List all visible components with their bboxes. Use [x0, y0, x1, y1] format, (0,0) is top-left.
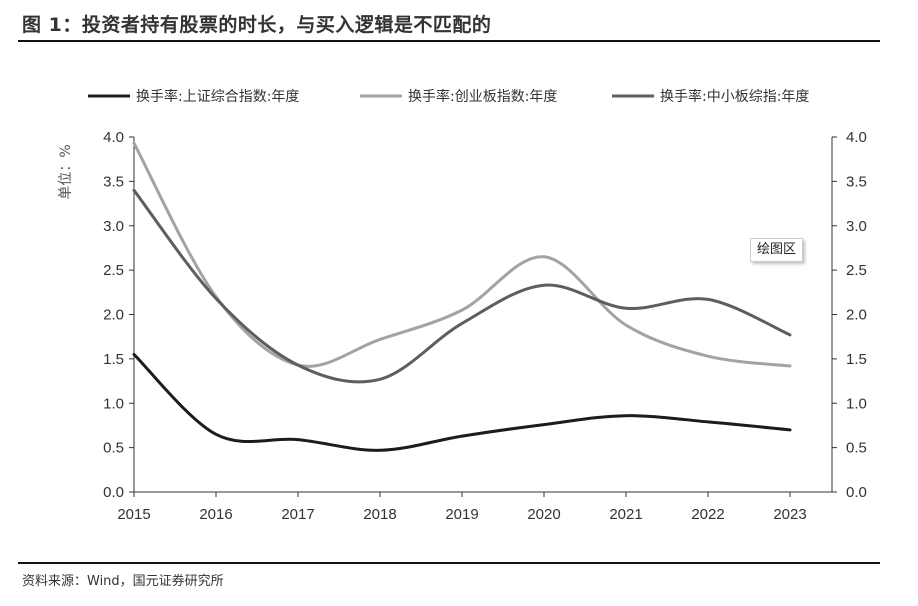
y-tick-label: 3.0 — [103, 218, 124, 235]
x-tick-label: 2016 — [199, 506, 232, 523]
y-right-tick-label: 1.5 — [846, 351, 867, 368]
series-line-1 — [132, 352, 792, 452]
x-tick-label: 2021 — [609, 506, 642, 523]
x-tick-label: 2019 — [445, 506, 478, 523]
bottom-rule — [18, 562, 880, 564]
chart-legend: 换手率:上证综合指数:年度 换手率:创业板指数:年度 换手率:中小板综指:年度 — [88, 88, 809, 105]
x-tick-label: 2015 — [117, 506, 150, 523]
x-tick-label: 2018 — [363, 506, 396, 523]
x-tick-label: 2022 — [691, 506, 724, 523]
y-right-tick-label: 0.0 — [846, 484, 867, 501]
y-tick-label: 0.0 — [103, 484, 124, 501]
y-right-tick-label: 1.0 — [846, 395, 867, 412]
x-tick-label: 2017 — [281, 506, 314, 523]
y-tick-label: 4.0 — [103, 129, 124, 146]
y-right-tick-label: 3.5 — [846, 173, 867, 190]
y-right-tick-label: 2.5 — [846, 262, 867, 279]
y-axis-unit-label: 单位：% — [58, 144, 74, 199]
series-line-3 — [132, 188, 792, 384]
legend-label: 换手率:创业板指数:年度 — [408, 88, 557, 105]
y-tick-label: 2.0 — [103, 307, 124, 324]
y-right-tick-label: 0.5 — [846, 440, 867, 457]
y-tick-label: 1.5 — [103, 351, 124, 368]
y-tick-label: 1.0 — [103, 395, 124, 412]
x-tick-label: 2023 — [773, 506, 806, 523]
chart-series — [132, 141, 792, 452]
plot-area-tag: 绘图区 — [750, 238, 804, 262]
legend-label: 换手率:上证综合指数:年度 — [136, 88, 299, 105]
chart-axes: 0.0 0.5 1.0 1.5 2.0 2.5 3.0 3.5 4.0 0.0 0.5 1.0 1.5 2… — [103, 129, 867, 523]
top-rule — [18, 40, 880, 42]
y-tick-label: 2.5 — [103, 262, 124, 279]
y-right-tick-label: 4.0 — [846, 129, 867, 146]
y-right-tick-label: 2.0 — [846, 307, 867, 324]
x-tick-label: 2020 — [527, 506, 560, 523]
source-note: 资料来源：Wind，国元证券研究所 — [22, 574, 224, 589]
figure-title: 图 1：投资者持有股票的时长，与买入逻辑是不匹配的 — [22, 14, 492, 36]
y-right-tick-label: 3.0 — [846, 218, 867, 235]
legend-label: 换手率:中小板综指:年度 — [660, 88, 809, 105]
series-line-2 — [132, 141, 792, 368]
y-tick-label: 3.5 — [103, 173, 124, 190]
y-tick-label: 0.5 — [103, 440, 124, 457]
